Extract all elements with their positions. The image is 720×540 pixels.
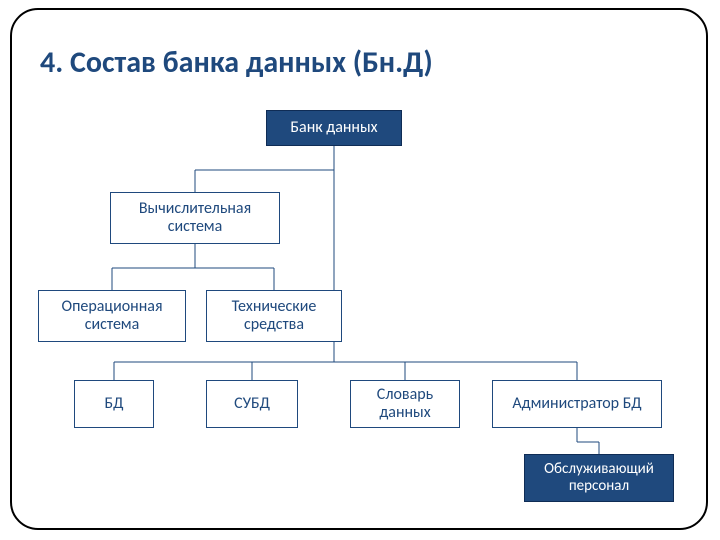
node-admin: Администратор БД bbox=[492, 380, 662, 428]
node-dict: Словарь данных bbox=[350, 380, 460, 428]
node-tech: Технические средства bbox=[206, 290, 342, 342]
node-subd: СУБД bbox=[206, 380, 298, 428]
node-root: Банк данных bbox=[266, 110, 402, 146]
slide-title: 4. Состав банка данных (Бн.Д) bbox=[40, 44, 680, 81]
node-staff: Обслуживающий персонал bbox=[524, 454, 674, 502]
node-bd: БД bbox=[74, 380, 154, 428]
node-comp: Вычислительная система bbox=[110, 192, 280, 244]
node-os: Операционная система bbox=[38, 290, 186, 342]
slide-frame bbox=[10, 8, 708, 530]
